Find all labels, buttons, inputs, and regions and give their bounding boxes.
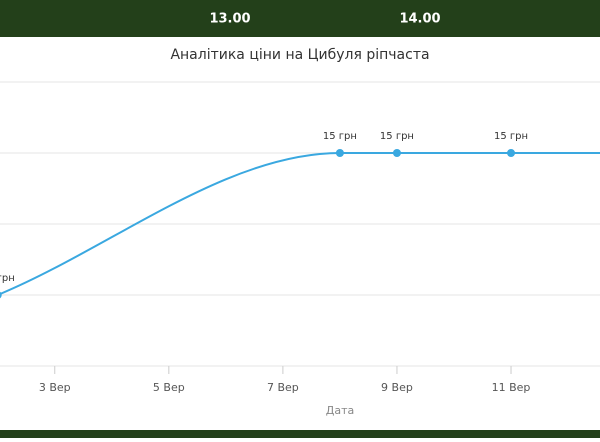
line [0,151,600,296]
data-label: 15 грн [380,131,414,142]
x-tick-label: 11 Вер [492,381,531,394]
x-tick-label: 5 Вер [153,381,185,394]
x-tick-label: 9 Вер [381,381,413,394]
data-label: 13 грн [0,273,15,284]
data-point [392,149,401,157]
header-bar [0,0,600,37]
x-tick-label: 7 Вер [267,381,299,394]
data-label: 15 грн [494,131,528,142]
x-axis-title: Дата [326,404,354,417]
footer-bar [0,430,600,438]
header-cell: 13.00 [209,12,250,27]
header-cell: 14.00 [399,12,440,27]
data-point [507,149,516,157]
data-point [335,149,344,157]
x-tick-label: 3 Вер [39,381,71,394]
chart-title: Аналітика ціни на Цибуля ріпчаста [170,47,429,63]
data-label: 15 грн [323,131,357,142]
plot: 3 Вер 5 Вер 7 Вер 9 Вер 11 Вер 13 грн 15 грн 15… [0,81,600,394]
data-point [0,291,2,299]
